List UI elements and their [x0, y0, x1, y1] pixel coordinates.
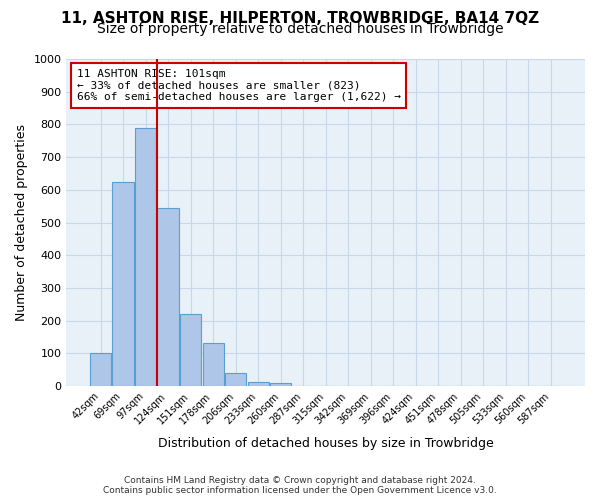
Bar — [203, 342, 224, 386]
Text: 11 ASHTON RISE: 101sqm
← 33% of detached houses are smaller (823)
66% of semi-de: 11 ASHTON RISE: 101sqm ← 33% of detached… — [77, 69, 401, 102]
Bar — [90, 354, 112, 386]
Bar — [112, 182, 134, 386]
Bar — [157, 208, 179, 386]
Bar — [135, 128, 157, 386]
Text: Size of property relative to detached houses in Trowbridge: Size of property relative to detached ho… — [97, 22, 503, 36]
Bar — [248, 382, 269, 386]
Y-axis label: Number of detached properties: Number of detached properties — [15, 124, 28, 321]
Bar — [270, 384, 292, 386]
X-axis label: Distribution of detached houses by size in Trowbridge: Distribution of detached houses by size … — [158, 437, 494, 450]
Text: 11, ASHTON RISE, HILPERTON, TROWBRIDGE, BA14 7QZ: 11, ASHTON RISE, HILPERTON, TROWBRIDGE, … — [61, 11, 539, 26]
Text: Contains HM Land Registry data © Crown copyright and database right 2024.
Contai: Contains HM Land Registry data © Crown c… — [103, 476, 497, 495]
Bar — [225, 373, 247, 386]
Bar — [180, 314, 202, 386]
